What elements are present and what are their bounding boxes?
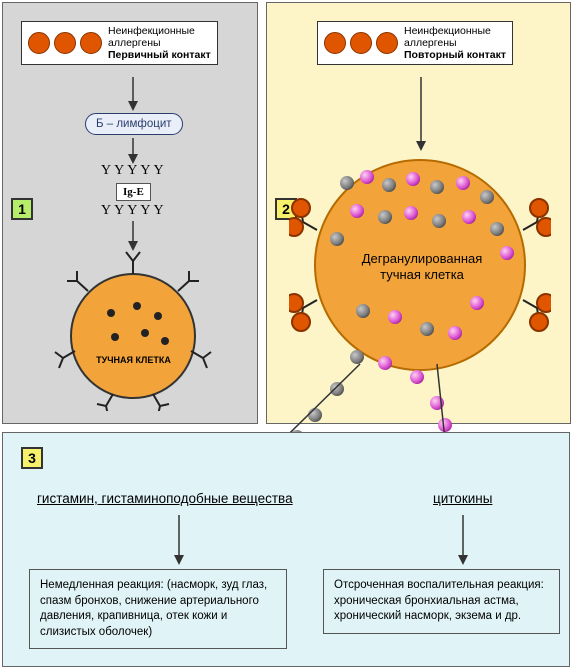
allergen1-line1: Неинфекционные [108, 25, 211, 37]
degranulated-cell-label: Дегранулированная тучная клетка [347, 251, 497, 282]
panel-3: 3 гистамин, гистаминоподобные вещества ц… [2, 432, 570, 667]
y-antibodies-row: YYYYY [101, 203, 167, 219]
mast-cell-label: ТУЧНАЯ КЛЕТКА [81, 355, 186, 365]
diagram-root: 1 Неинфекционные аллергены Первичный кон… [0, 0, 573, 672]
cytokines-label: цитокины [433, 491, 492, 506]
allergen-dots-icon [324, 32, 398, 54]
arrow-down-icon [125, 221, 141, 251]
delayed-reaction-box: Отсроченная воспалительная реакция: хрон… [323, 569, 560, 634]
allergen1-line3: Первичный контакт [108, 49, 211, 61]
histamine-label: гистамин, гистаминоподобные вещества [37, 491, 293, 506]
arrow-down-icon [125, 77, 141, 111]
b-lymphocyte-pill: Б – лимфоцит [85, 113, 183, 135]
y-antibodies-row: YYYYY [101, 163, 167, 179]
allergen-box-2: Неинфекционные аллергены Повторный конта… [317, 21, 513, 65]
arrow-down-icon [455, 515, 471, 565]
allergen2-line2: аллергены [404, 37, 506, 49]
arrow-down-icon [171, 515, 187, 565]
allergen2-line1: Неинфекционные [404, 25, 506, 37]
panel-1: 1 Неинфекционные аллергены Первичный кон… [2, 2, 258, 424]
panel-1-badge: 1 [11, 198, 33, 220]
mast-cell-icon [53, 251, 213, 411]
allergen-dots-icon [28, 32, 102, 54]
arrow-down-icon [413, 77, 429, 151]
panel-3-badge: 3 [21, 447, 43, 469]
allergen-box-1: Неинфекционные аллергены Первичный конта… [21, 21, 218, 65]
allergen2-line3: Повторный контакт [404, 49, 506, 61]
allergen1-line2: аллергены [108, 37, 211, 49]
ige-label: Ig-E [116, 183, 151, 201]
arrow-down-icon [125, 138, 141, 164]
immediate-reaction-box: Немедленная реакция: (насморк, зуд глаз,… [29, 569, 287, 649]
